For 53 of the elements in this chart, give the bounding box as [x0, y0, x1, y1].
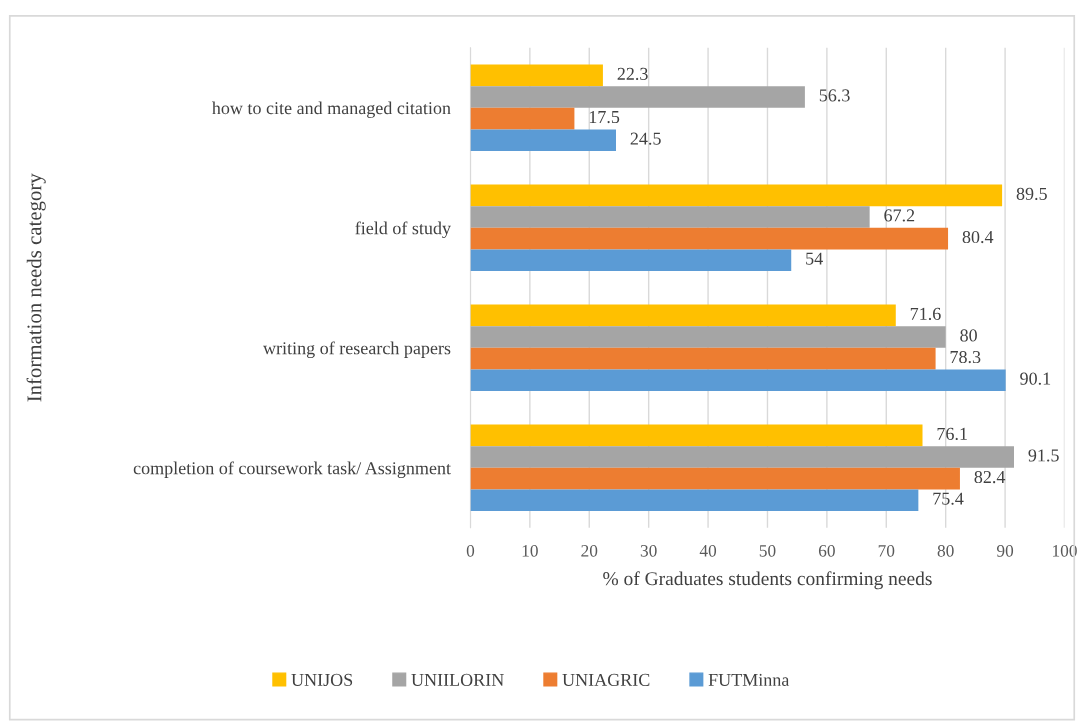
bar: [470, 129, 616, 151]
bar: [470, 206, 870, 228]
data-label: 76.1: [937, 427, 967, 440]
x-tick-label: 0: [466, 544, 475, 557]
bar: [470, 369, 1006, 391]
x-tick-label: 40: [699, 544, 717, 557]
data-label: 71.6: [910, 307, 941, 320]
data-label: 82.4: [974, 470, 1006, 484]
legend-label: UNIILORIN: [411, 673, 504, 686]
data-label: 90.1: [1020, 372, 1051, 385]
data-label: 67.2: [884, 209, 915, 222]
x-tick-label: 90: [996, 544, 1014, 557]
data-label: 91.5: [1028, 449, 1059, 462]
x-tick-label: 60: [818, 544, 835, 557]
bar: [470, 489, 919, 511]
data-label: 89.5: [1016, 187, 1047, 200]
data-label: 17.5: [589, 111, 620, 124]
x-axis-title: % of Graduates students confirming needs: [603, 571, 932, 590]
bar: [470, 304, 896, 327]
y-tick-label: writing of research papers: [263, 341, 451, 359]
y-tick-label: how to cite and managed citation: [212, 101, 451, 118]
bar: [470, 467, 960, 490]
bar: [470, 347, 936, 370]
data-label: 24.5: [630, 132, 661, 145]
legend-label: UNIAGRIC: [562, 673, 650, 686]
bar: [470, 86, 805, 108]
x-tick-label: 70: [878, 544, 895, 557]
data-label: 22.3: [617, 67, 648, 80]
data-label: 75.4: [933, 492, 964, 505]
bar: [470, 326, 946, 348]
legend-label: UNIJOS: [291, 673, 353, 686]
x-tick-label: 10: [522, 544, 538, 557]
data-label: 78.3: [950, 350, 981, 364]
x-tick-label: 50: [759, 544, 776, 557]
bar: [470, 249, 792, 271]
legend-label: FUTMinna: [708, 673, 790, 686]
bar: [470, 64, 603, 87]
bar: [470, 107, 575, 130]
x-tick-label: 80: [937, 544, 954, 557]
bar: [470, 446, 1014, 468]
data-label: 80: [960, 329, 977, 342]
data-label: 54: [806, 252, 823, 265]
data-label: 80.4: [962, 230, 994, 244]
y-axis-title: Information needs category: [26, 173, 46, 402]
y-tick-label: field of study: [355, 221, 451, 239]
x-tick-label: 30: [640, 544, 657, 557]
bar: [470, 184, 1003, 207]
bar: [470, 424, 923, 447]
y-tick-label: completion of coursework task/ Assignment: [133, 461, 451, 479]
x-tick-label: 20: [581, 544, 598, 557]
bar: [470, 227, 949, 250]
data-label: 56.3: [819, 89, 850, 102]
x-tick-label: 100: [1052, 544, 1077, 557]
